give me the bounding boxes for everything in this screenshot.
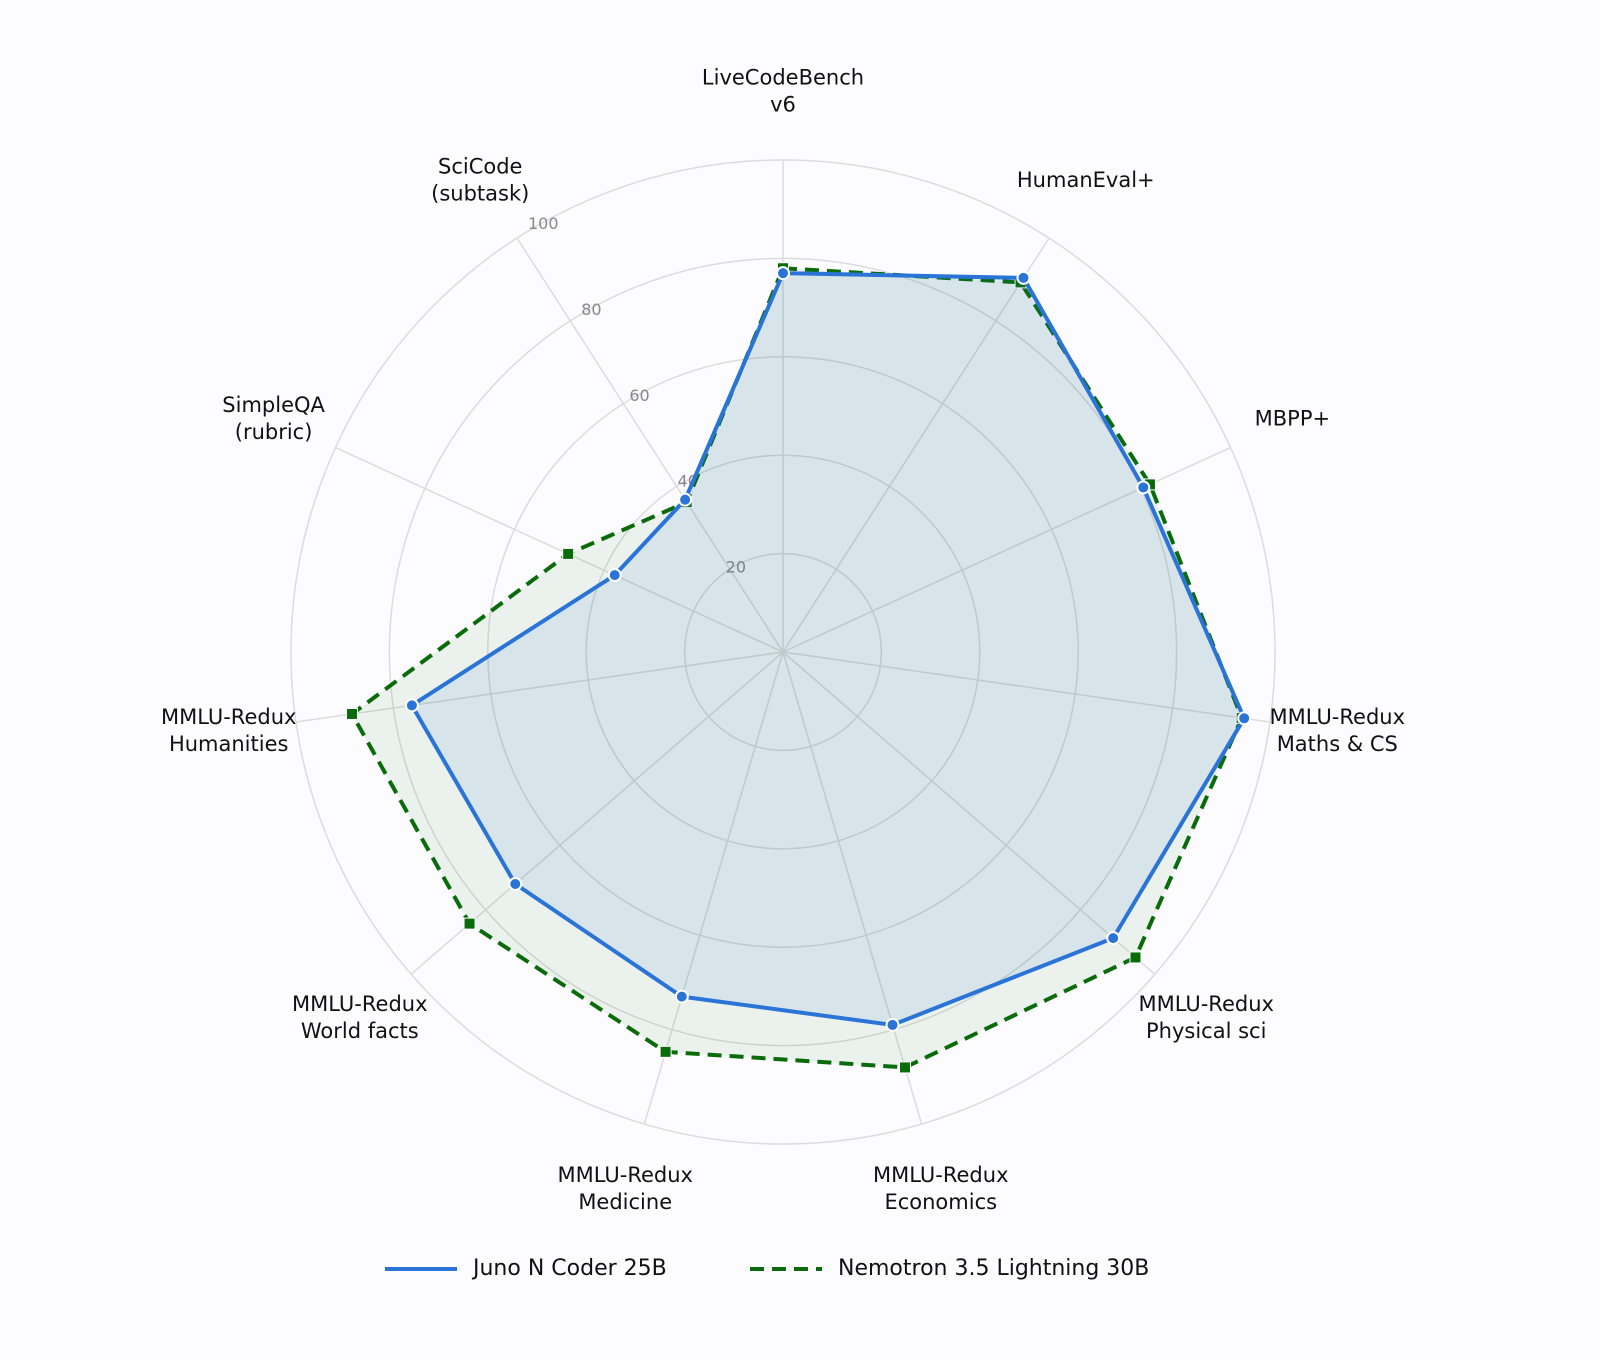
- series-area: [409, 271, 1247, 1027]
- axis-label-line: Economics: [884, 1190, 997, 1214]
- axis-label-line: Medicine: [578, 1190, 672, 1214]
- axis-label-line: v6: [770, 93, 796, 117]
- axis-label-line: World facts: [301, 1019, 419, 1043]
- marker: [1237, 711, 1252, 726]
- axis-label: MMLU-Redux Economics: [873, 1163, 1008, 1214]
- marker: [1106, 931, 1121, 946]
- marker: [659, 1045, 672, 1058]
- axis-label: MMLU-Redux Physical sci: [1138, 992, 1273, 1043]
- marker: [404, 698, 419, 713]
- axis-label-line: Humanities: [169, 732, 289, 756]
- marker: [1136, 480, 1151, 495]
- marker: [562, 547, 575, 560]
- spoke: [782, 651, 1156, 975]
- series-area: [350, 266, 1244, 1070]
- axis-label-line: Maths & CS: [1277, 732, 1398, 756]
- spoke: [335, 446, 784, 653]
- marker: [1016, 270, 1031, 285]
- marker: [346, 707, 359, 720]
- axis-label: MMLU-Redux World facts: [292, 992, 427, 1043]
- marker: [508, 876, 523, 891]
- axis-label-line: MMLU-Redux: [161, 705, 296, 729]
- legend-label: Nemotron 3.5 Lightning 30B: [838, 1256, 1149, 1281]
- axis-label: MBPP+: [1255, 406, 1330, 430]
- legend-label: Juno N Coder 25B: [471, 1256, 667, 1281]
- spoke: [516, 237, 784, 653]
- marker: [678, 492, 693, 507]
- spoke: [643, 651, 784, 1125]
- axis-label-line: SciCode: [438, 154, 522, 178]
- marker: [607, 568, 622, 583]
- axis-label: LiveCodeBench v6: [702, 66, 864, 117]
- tick-label: 20: [726, 557, 746, 576]
- spoke: [295, 651, 784, 723]
- marker: [776, 266, 790, 281]
- tick-label: 80: [581, 300, 601, 319]
- axis-label-line: HumanEval+: [1017, 168, 1155, 192]
- axis-label-line: SimpleQA: [222, 393, 325, 417]
- marker: [885, 1017, 900, 1032]
- axis-label: SciCode (subtask): [431, 154, 529, 205]
- marker: [463, 917, 476, 930]
- axis-label-line: MMLU-Redux: [873, 1163, 1008, 1187]
- axis-label-line: (rubric): [235, 420, 313, 444]
- marker: [1129, 951, 1142, 964]
- axis-label-line: LiveCodeBench: [702, 66, 864, 90]
- axis-label-line: MBPP+: [1255, 406, 1330, 430]
- axis-label: HumanEval+: [1017, 168, 1155, 192]
- axis-label-line: Physical sci: [1146, 1019, 1266, 1043]
- spoke: [782, 651, 1271, 723]
- axis-label-line: (subtask): [431, 181, 529, 205]
- axis-label-line: MMLU-Redux: [292, 992, 427, 1016]
- axis-label: SimpleQA (rubric): [222, 393, 325, 444]
- spoke: [782, 651, 923, 1125]
- axis-label-line: MMLU-Redux: [557, 1163, 692, 1187]
- spoke: [782, 237, 1050, 653]
- axis-label-line: MMLU-Redux: [1270, 705, 1405, 729]
- axis-label-line: MMLU-Redux: [1138, 992, 1273, 1016]
- tick-label: 60: [629, 386, 649, 405]
- marker: [898, 1061, 911, 1074]
- axis-label: MMLU-Redux Maths & CS: [1270, 705, 1405, 756]
- tick-label: 100: [528, 214, 559, 233]
- axis-label: MMLU-Redux Humanities: [161, 705, 296, 756]
- marker: [674, 989, 689, 1004]
- axis-label: MMLU-Redux Medicine: [557, 1163, 692, 1214]
